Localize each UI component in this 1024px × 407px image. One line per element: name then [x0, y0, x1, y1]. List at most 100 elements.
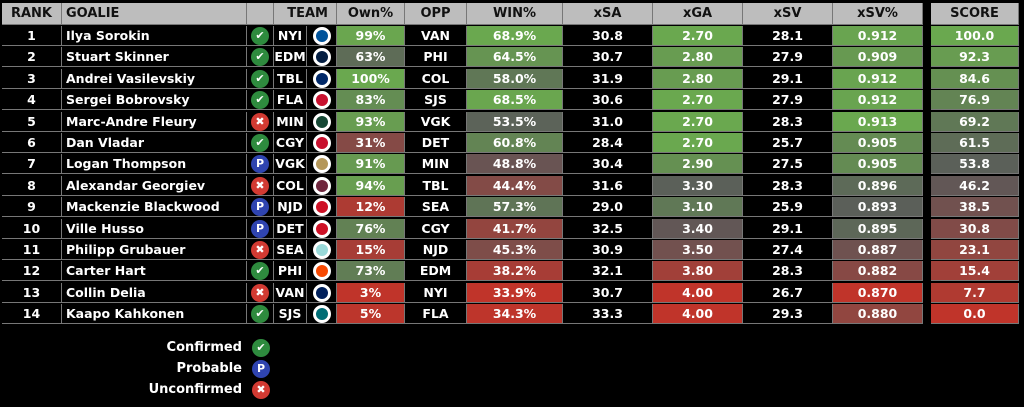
xsa-cell: 33.3	[563, 304, 653, 325]
team-cell: VGK	[274, 154, 307, 175]
rank-cell: 6	[2, 133, 62, 153]
team-cell: CGY	[274, 133, 307, 153]
det-team-logo-icon	[313, 219, 331, 238]
header-xga[interactable]: xGA	[653, 3, 743, 25]
rank-cell: 3	[2, 68, 62, 89]
score-cell: 76.9	[931, 90, 1019, 111]
unconfirmed-status-icon: ✖	[251, 283, 269, 302]
goalie-cell[interactable]: Ville Husso	[62, 218, 247, 239]
team-cell: NYI	[274, 26, 307, 46]
confirmed-status-icon: ✔	[251, 27, 269, 45]
win-cell: 44.4%	[467, 175, 563, 196]
xsv-cell: 25.9	[743, 197, 833, 218]
win-cell: 57.3%	[467, 197, 563, 218]
legend-label: Probable	[176, 361, 242, 376]
goalie-cell[interactable]: Logan Thompson	[62, 154, 247, 175]
xsv-cell: 27.9	[743, 90, 833, 111]
status-cell: P	[247, 218, 274, 239]
opp-cell: MIN	[405, 154, 467, 175]
logo-cell	[307, 261, 337, 282]
header-opp[interactable]: OPP	[405, 3, 467, 25]
goalie-cell[interactable]: Carter Hart	[62, 261, 247, 282]
score-cell: 61.5	[931, 133, 1019, 153]
xga-cell: 4.00	[653, 282, 743, 303]
rank-cell: 13	[2, 282, 62, 303]
fla-team-logo-icon	[313, 91, 331, 110]
goalie-cell[interactable]: Ilya Sorokin	[62, 26, 247, 46]
logo-cell	[307, 218, 337, 239]
xsvp-cell: 0.913	[833, 111, 923, 132]
rank-cell: 2	[2, 47, 62, 68]
header-score[interactable]: SCORE	[931, 3, 1019, 25]
goalie-cell[interactable]: Marc-Andre Fleury	[62, 111, 247, 132]
xsv-cell: 29.1	[743, 218, 833, 239]
probable-status-icon: P	[251, 219, 269, 238]
logo-cell	[307, 111, 337, 132]
own-cell: 100%	[337, 68, 405, 89]
team-cell: TBL	[274, 68, 307, 89]
win-cell: 45.3%	[467, 240, 563, 260]
goalie-cell[interactable]: Kaapo Kahkonen	[62, 304, 247, 325]
xsa-cell: 30.9	[563, 240, 653, 260]
xsa-cell: 30.6	[563, 90, 653, 111]
goalie-cell[interactable]: Mackenzie Blackwood	[62, 197, 247, 218]
rank-cell: 5	[2, 111, 62, 132]
logo-cell	[307, 90, 337, 111]
confirmed-status-icon: ✔	[252, 339, 270, 357]
win-cell: 53.5%	[467, 111, 563, 132]
goalie-cell[interactable]: Collin Delia	[62, 282, 247, 303]
opp-cell: VAN	[405, 26, 467, 46]
xsvp-cell: 0.912	[833, 68, 923, 89]
goalie-cell[interactable]: Dan Vladar	[62, 133, 247, 153]
rank-cell: 12	[2, 261, 62, 282]
score-cell: 7.7	[931, 282, 1019, 303]
score-cell: 53.8	[931, 154, 1019, 175]
rank-cell: 1	[2, 26, 62, 46]
logo-cell	[307, 175, 337, 196]
win-cell: 34.3%	[467, 304, 563, 325]
unconfirmed-status-icon: ✖	[251, 112, 269, 131]
confirmed-status-icon: ✔	[251, 91, 269, 110]
legend-item-probable: Probable P	[120, 359, 280, 380]
goalie-cell[interactable]: Alexandar Georgiev	[62, 175, 247, 196]
van-team-logo-icon	[313, 283, 331, 302]
rank-cell: 14	[2, 304, 62, 325]
header-xsa[interactable]: xSA	[563, 3, 653, 25]
header-xsvp[interactable]: xSV%	[833, 3, 923, 25]
header-win[interactable]: WIN%	[467, 3, 563, 25]
confirmed-status-icon: ✔	[251, 262, 269, 281]
opp-cell: PHI	[405, 47, 467, 68]
xsvp-cell: 0.882	[833, 261, 923, 282]
xga-cell: 2.80	[653, 47, 743, 68]
goalie-cell[interactable]: Stuart Skinner	[62, 47, 247, 68]
xsa-cell: 28.4	[563, 133, 653, 153]
status-cell: ✖	[247, 282, 274, 303]
own-cell: 3%	[337, 282, 405, 303]
win-cell: 41.7%	[467, 218, 563, 239]
goalie-cell[interactable]: Andrei Vasilevskiy	[62, 68, 247, 89]
legend-item-confirmed: Confirmed ✔	[120, 338, 280, 359]
team-cell: EDM	[274, 47, 307, 68]
xga-cell: 3.30	[653, 175, 743, 196]
goalie-cell[interactable]: Sergei Bobrovsky	[62, 90, 247, 111]
own-cell: 73%	[337, 261, 405, 282]
xsa-cell: 32.5	[563, 218, 653, 239]
score-cell: 38.5	[931, 197, 1019, 218]
header-rank[interactable]: RANK	[2, 3, 62, 25]
status-cell: P	[247, 154, 274, 175]
rank-cell: 7	[2, 154, 62, 175]
header-team[interactable]: TEAM	[274, 3, 337, 25]
xsvp-cell: 0.896	[833, 175, 923, 196]
goalie-cell[interactable]: Philipp Grubauer	[62, 240, 247, 260]
own-cell: 5%	[337, 304, 405, 325]
header-xsv[interactable]: xSV	[743, 3, 833, 25]
xga-cell: 4.00	[653, 304, 743, 325]
xga-cell: 3.80	[653, 261, 743, 282]
header-status[interactable]	[247, 3, 274, 25]
header-goalie[interactable]: GOALIE	[62, 3, 247, 25]
own-cell: 31%	[337, 133, 405, 153]
rank-cell: 9	[2, 197, 62, 218]
logo-cell	[307, 133, 337, 153]
header-own[interactable]: Own%	[337, 3, 405, 25]
logo-cell	[307, 282, 337, 303]
